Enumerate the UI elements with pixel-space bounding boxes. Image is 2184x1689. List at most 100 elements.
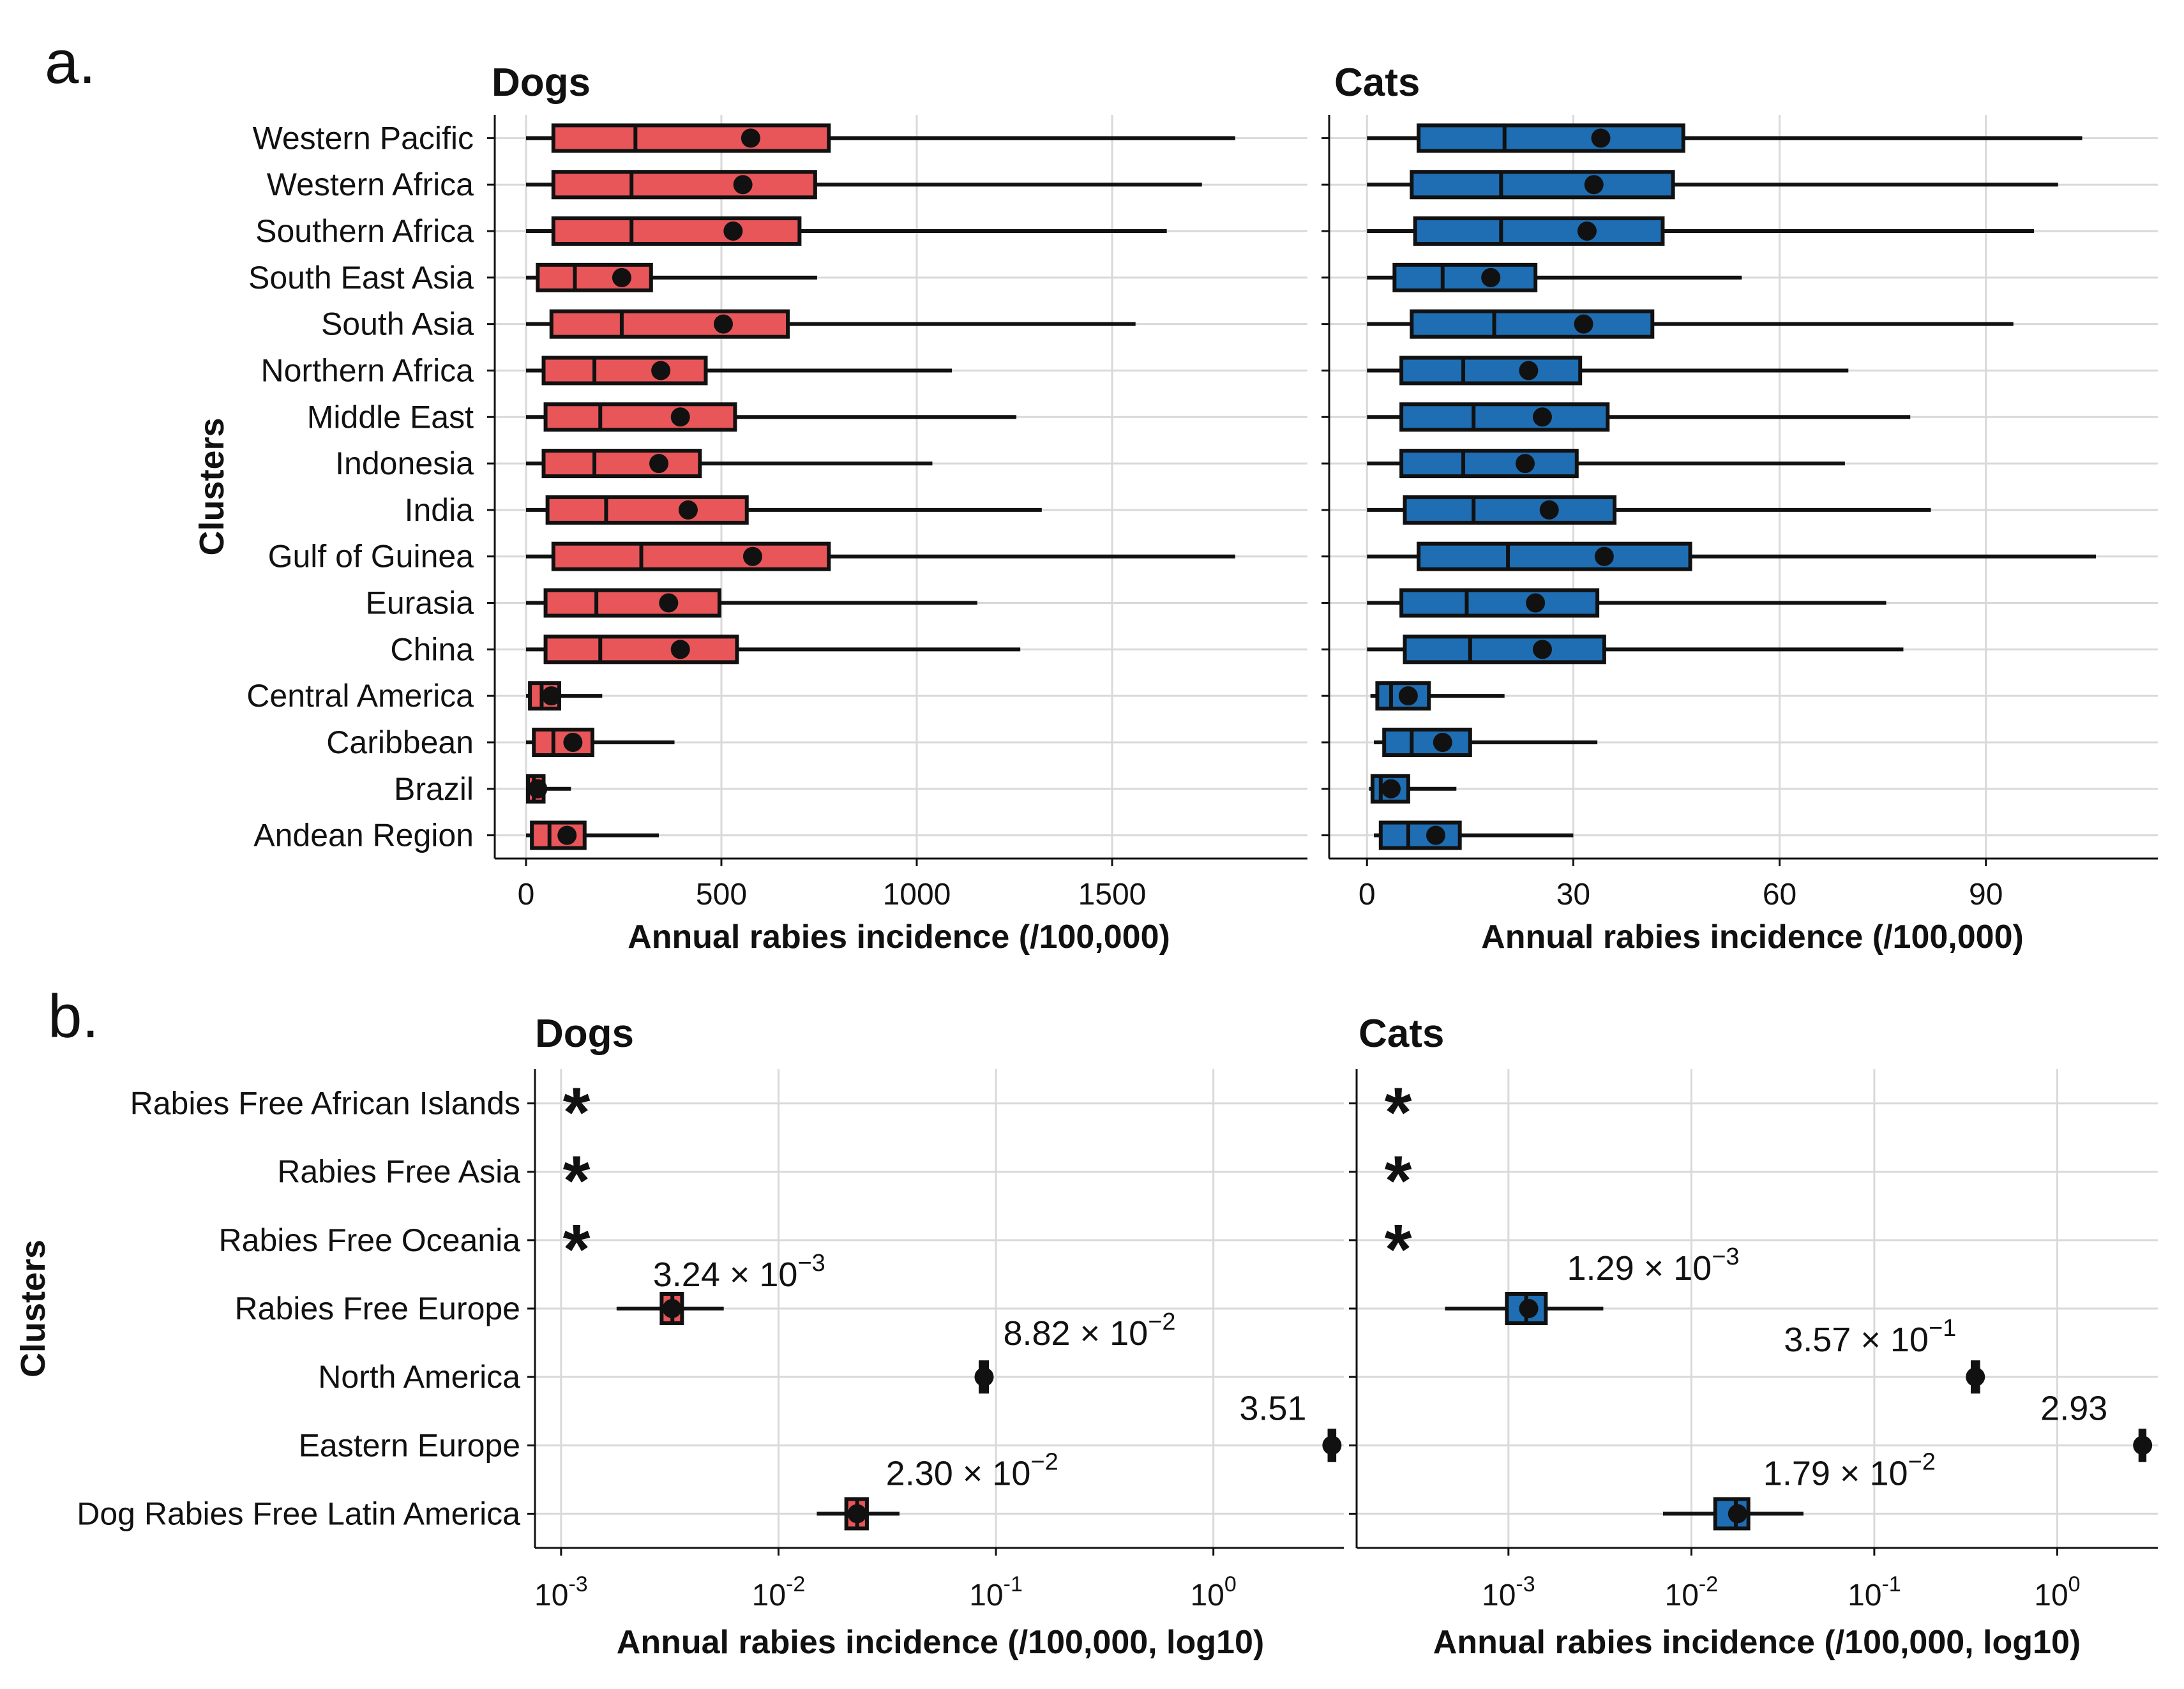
plots-layer: Western Pacific Western Africa Southern Af… — [14, 61, 2158, 1661]
iqr-box — [549, 309, 790, 339]
mean-point — [1381, 779, 1401, 799]
iqr-box — [551, 541, 831, 571]
x-tick-label: 10-3 — [534, 1572, 588, 1612]
category-label: South East Asia — [248, 260, 474, 296]
iqr-box — [541, 449, 702, 479]
category-label: Rabies Free Europe — [235, 1291, 520, 1326]
mean-point — [1594, 546, 1614, 566]
category-label: Northern Africa — [261, 352, 474, 388]
mean-point — [1966, 1367, 1985, 1387]
mean-point — [670, 407, 690, 427]
iqr-box — [545, 495, 749, 525]
y-axis-title: Clusters — [14, 1240, 52, 1377]
x-tick-label: 10-2 — [1665, 1572, 1719, 1612]
mean-point — [1481, 267, 1501, 287]
mean-annotation: 3.51 — [1239, 1389, 1306, 1427]
facet-title: Dogs — [535, 1012, 634, 1056]
mean-point — [1433, 732, 1452, 752]
mean-point — [847, 1504, 867, 1524]
mean-point — [1398, 686, 1418, 706]
facet-title: Cats — [1334, 61, 1420, 105]
x-axis-title: Annual rabies incidence (/100,000, log10… — [617, 1624, 1264, 1661]
mean-point — [1728, 1504, 1747, 1524]
panel-b-letter: b. — [48, 982, 99, 1051]
mean-point — [733, 175, 753, 195]
x-axis-title: Annual rabies incidence (/100,000, log10… — [1433, 1624, 2081, 1661]
iqr-box — [532, 727, 595, 757]
category-label: Andean Region — [253, 818, 474, 853]
chart-a-cats: 0 30 60 90 Cats Annual rabies incidence (/100… — [1322, 61, 2158, 956]
mean-point — [1322, 1436, 1342, 1455]
mean-point — [651, 361, 671, 380]
facet-title: Dogs — [492, 61, 591, 105]
x-axis-title: Annual rabies incidence (/100,000) — [1481, 919, 2024, 956]
x-tick-label: 10-3 — [1482, 1572, 1535, 1612]
x-axis-title: Annual rabies incidence (/100,000) — [628, 919, 1170, 956]
category-label: Indonesia — [335, 446, 474, 481]
chart-a-dogs: Western Pacific Western Africa Southern Af… — [193, 61, 1307, 956]
iqr-box — [1399, 449, 1579, 479]
category-label: China — [390, 631, 474, 667]
category-label: Gulf of Guinea — [268, 539, 474, 574]
mean-point — [741, 128, 760, 148]
mean-point — [563, 732, 583, 752]
iqr-box — [1392, 262, 1538, 292]
iqr-box — [1410, 309, 1655, 339]
not-estimated-star: * — [1385, 1074, 1412, 1152]
x-tick-label: 10-2 — [752, 1572, 806, 1612]
category-label: Middle East — [307, 399, 474, 435]
x-tick-label: 0 — [518, 878, 535, 912]
mean-point — [742, 546, 762, 566]
mean-annotation: 2.93 — [2040, 1389, 2107, 1427]
y-axis-title: Clusters — [193, 417, 231, 555]
mean-point — [2133, 1436, 2153, 1455]
not-estimated-star: * — [563, 1142, 591, 1220]
mean-point — [670, 640, 690, 659]
category-label: India — [405, 492, 474, 528]
mean-point — [662, 1299, 682, 1318]
x-tick-label: 30 — [1556, 878, 1590, 912]
iqr-box — [1399, 588, 1600, 618]
x-tick-label: 10-1 — [1848, 1572, 1901, 1612]
iqr-box — [1382, 727, 1472, 757]
mean-point — [723, 221, 743, 241]
iqr-box — [1417, 541, 1692, 571]
mean-annotation: 1.29 × 10−3 — [1567, 1243, 1740, 1287]
category-label: Dog Rabies Free Latin America — [77, 1496, 520, 1531]
iqr-box — [1403, 634, 1606, 664]
facet-title: Cats — [1359, 1012, 1444, 1056]
mean-annotation: 8.82 × 10−2 — [1003, 1309, 1175, 1353]
category-label: Brazil — [394, 771, 474, 807]
not-estimated-star: * — [1385, 1210, 1412, 1289]
x-tick-label: 100 — [2034, 1572, 2080, 1612]
mean-point — [1526, 593, 1546, 613]
mean-point — [557, 825, 577, 845]
x-tick-label: 100 — [1190, 1572, 1236, 1612]
x-tick-label: 0 — [1359, 878, 1376, 912]
mean-point — [659, 593, 679, 613]
mean-point — [678, 500, 698, 520]
x-tick-label: 90 — [1969, 878, 2003, 912]
mean-point — [541, 686, 561, 706]
category-label: Southern Africa — [255, 213, 474, 249]
mean-point — [1532, 407, 1552, 427]
iqr-box — [543, 634, 739, 664]
chart-b-dogs: Rabies Free African Islands Rabies Free A… — [14, 1012, 1344, 1661]
mean-point — [528, 779, 548, 799]
iqr-box — [1417, 123, 1685, 153]
category-label: Eurasia — [365, 585, 474, 621]
chart-b-cats: 10-3 10-2 10-1 100 Cats Annual rabies inciden… — [1349, 1012, 2158, 1661]
iqr-box — [551, 170, 817, 200]
mean-point — [1519, 1299, 1539, 1318]
iqr-box — [551, 216, 802, 246]
not-estimated-star: * — [563, 1210, 591, 1289]
x-tick-label: 1500 — [1078, 878, 1147, 912]
mean-point — [1584, 175, 1604, 195]
mean-point — [649, 454, 669, 474]
x-tick-label: 500 — [696, 878, 747, 912]
mean-point — [1574, 314, 1593, 334]
mean-point — [1426, 825, 1445, 845]
x-tick-label: 10-1 — [969, 1572, 1023, 1612]
category-label: South Asia — [321, 306, 474, 342]
